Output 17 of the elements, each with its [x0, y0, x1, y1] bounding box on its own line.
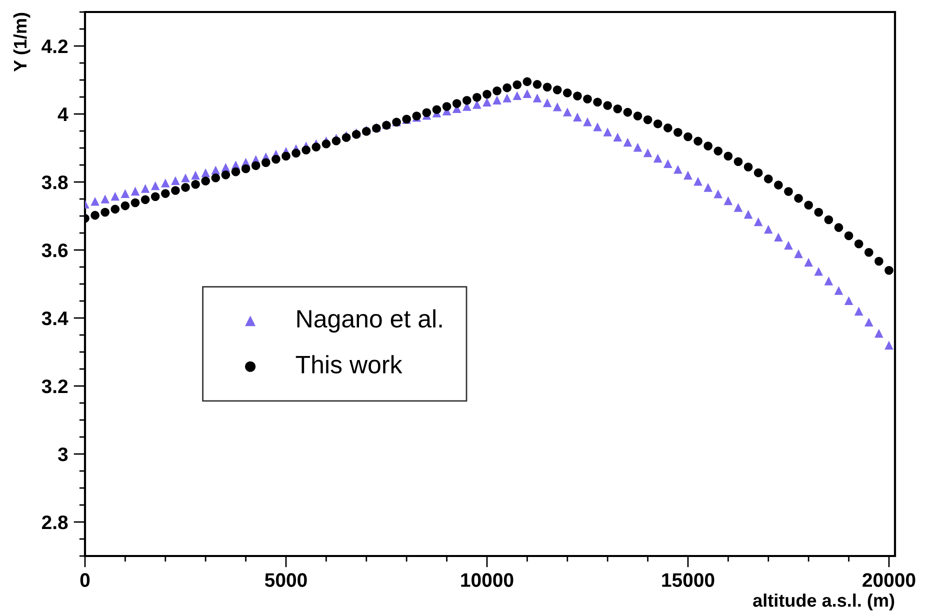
y-axis-title: Y (1/m) — [13, 12, 30, 72]
legend-label: This work — [296, 355, 402, 374]
y-tick-label: 4.2 — [42, 39, 68, 54]
x-tick-label: 20000 — [862, 573, 916, 587]
x-tick-label: 15000 — [662, 573, 714, 587]
y-tick-label: 2.8 — [42, 515, 68, 530]
legend-label: Nagano et al. — [297, 309, 442, 333]
y-tick-label: 3.4 — [42, 311, 68, 326]
y-tick-label: 4 — [58, 108, 68, 122]
y-tick-label: 3 — [58, 447, 68, 462]
x-tick-label: 10000 — [461, 573, 514, 587]
y-tick-label: 3.8 — [42, 175, 68, 190]
x-axis-title: altitude a.s.l. (m) — [753, 594, 894, 610]
x-tick-label: 0 — [80, 573, 90, 587]
y-tick-label: 3.6 — [42, 243, 68, 258]
x-tick-label: 5000 — [264, 573, 307, 587]
y-tick-label: 3.2 — [42, 379, 68, 394]
